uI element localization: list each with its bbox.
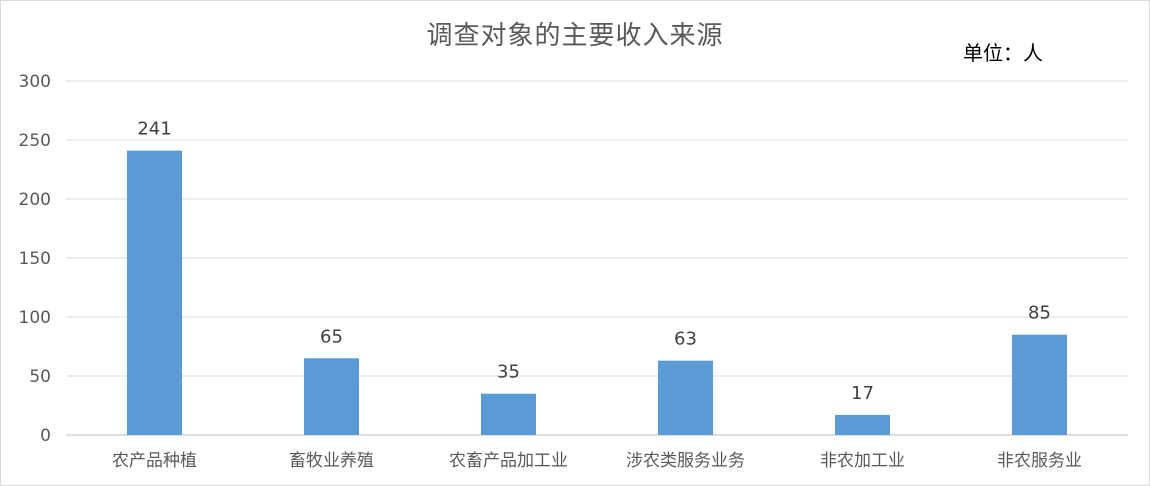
x-category-label: 农产品种植: [112, 451, 197, 471]
bar: [658, 360, 713, 435]
data-label: 241: [137, 119, 171, 140]
y-tick-label: 50: [29, 367, 51, 387]
y-tick-label: 0: [40, 426, 51, 446]
data-label: 65: [320, 326, 343, 347]
bar: [1012, 334, 1067, 435]
data-label: 17: [851, 383, 874, 404]
chart-title: 调查对象的主要收入来源: [426, 21, 724, 51]
x-category-label: 农畜产品加工业: [449, 451, 568, 471]
x-category-label: 畜牧业养殖: [289, 451, 374, 471]
data-label: 85: [1028, 303, 1051, 324]
data-label: 63: [674, 329, 697, 350]
data-label: 35: [497, 362, 520, 383]
bar: [835, 414, 890, 435]
x-category-label: 非农加工业: [820, 451, 905, 471]
bar: [304, 358, 359, 435]
y-tick-label: 300: [19, 72, 51, 92]
x-category-label: 涉农类服务业务: [626, 451, 745, 471]
unit-label: 单位：人: [963, 41, 1043, 65]
y-tick-label: 200: [19, 190, 51, 210]
bar: [127, 150, 182, 435]
x-category-label: 非农服务业: [997, 451, 1082, 471]
y-tick-label: 150: [19, 249, 51, 269]
y-tick-label: 250: [19, 131, 51, 151]
y-tick-label: 100: [19, 308, 51, 328]
bar: [481, 393, 536, 435]
